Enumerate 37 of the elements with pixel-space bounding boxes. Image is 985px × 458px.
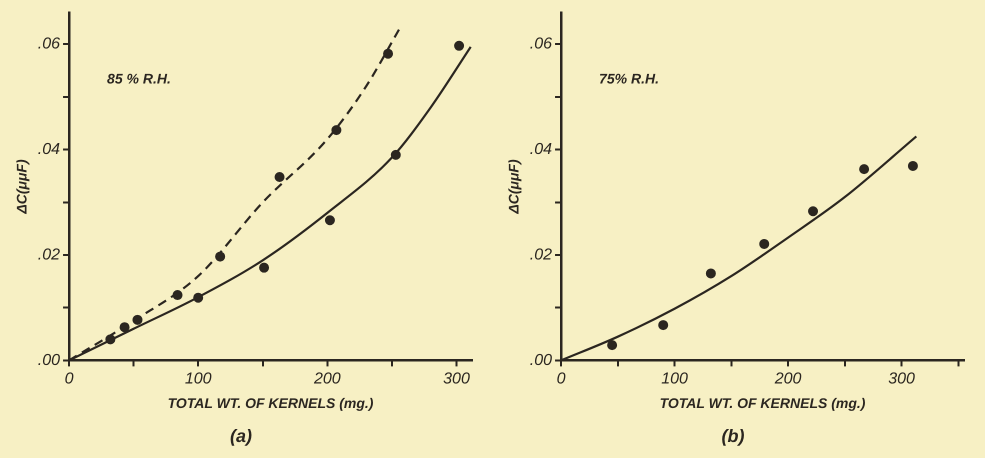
annotation: 85 % R.H. [107, 70, 171, 86]
y-tick-label: .06 [530, 36, 552, 53]
text: (b) [722, 426, 744, 446]
y-axis-title: ΔC(μμF) [13, 159, 30, 215]
point [808, 206, 818, 216]
x-tick-label: 300 [888, 370, 916, 388]
x-axis-title: TOTAL WT. OF KERNELS (mg.) [168, 394, 374, 411]
point [331, 125, 342, 136]
annotation: 75% R.H. [599, 70, 659, 86]
x-tick-label: 0 [556, 370, 566, 388]
text: (a) [230, 426, 252, 446]
x-tick-label: 200 [774, 370, 802, 388]
point [324, 215, 335, 226]
y-tick-label: .02 [38, 246, 60, 264]
point [908, 160, 918, 171]
y-tick-label: .00 [38, 352, 60, 369]
y-axis-title: ΔC(μμF) [505, 159, 522, 215]
x-tick-label: 0 [64, 370, 74, 388]
point [607, 340, 618, 350]
y-tick-label: .00 [530, 352, 552, 369]
x-axis-title: TOTAL WT. OF KERNELS (mg.) [660, 394, 866, 411]
point [759, 238, 770, 249]
point [259, 262, 270, 273]
point [859, 164, 870, 174]
x-tick-label: 100 [184, 370, 212, 388]
point [706, 268, 716, 278]
point [454, 40, 464, 51]
y-tick-label: .04 [530, 141, 552, 158]
point [383, 48, 394, 59]
x-tick-label: 100 [661, 370, 688, 388]
point [274, 172, 285, 182]
point [658, 320, 668, 330]
x-tick-label: 200 [312, 370, 341, 388]
y-tick-label: .04 [38, 141, 60, 158]
y-tick-label: .06 [38, 36, 60, 53]
x-tick-label: 300 [443, 370, 470, 388]
y-tick-label: .02 [530, 246, 552, 264]
